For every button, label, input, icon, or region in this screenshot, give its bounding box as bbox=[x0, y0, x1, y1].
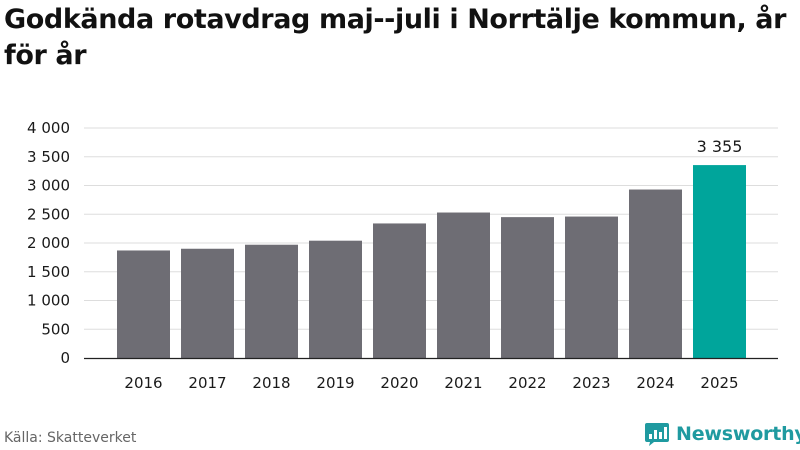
bar-2021 bbox=[437, 212, 490, 358]
bar-2019 bbox=[309, 240, 362, 358]
bar-2020 bbox=[373, 223, 426, 358]
x-tick-label: 2018 bbox=[252, 374, 290, 392]
bar-2017 bbox=[181, 248, 234, 358]
y-tick-label: 2 000 bbox=[27, 234, 70, 252]
bar-2022 bbox=[501, 217, 554, 358]
x-tick-label: 2025 bbox=[700, 374, 738, 392]
y-tick-label: 500 bbox=[41, 320, 70, 338]
y-tick-label: 1 000 bbox=[27, 292, 70, 310]
bar-2023 bbox=[565, 216, 618, 358]
y-tick-label: 3 000 bbox=[27, 177, 70, 195]
brand-name: Newsworthy bbox=[676, 423, 800, 445]
x-tick-label: 2023 bbox=[572, 374, 610, 392]
x-axis-ticks: 2016 2017 2018 2019 2020 2021 2022 2023 2024 2025 bbox=[124, 374, 738, 392]
y-axis-ticks: 0 500 1 000 1 500 2 000 2 500 3 000 3 500 4 000 bbox=[27, 119, 70, 367]
x-tick-label: 2020 bbox=[380, 374, 418, 392]
bar-2025 bbox=[693, 165, 746, 358]
data-labels: 3 355 bbox=[697, 137, 743, 156]
y-tick-label: 2 500 bbox=[27, 205, 70, 223]
bar-2018 bbox=[245, 244, 298, 358]
bars bbox=[117, 165, 746, 358]
bar-2016 bbox=[117, 250, 170, 358]
y-tick-label: 0 bbox=[60, 349, 70, 367]
bar-2024 bbox=[629, 189, 682, 358]
x-tick-label: 2017 bbox=[188, 374, 226, 392]
chart-title: Godkända rotavdrag maj--juli i Norrtälje… bbox=[4, 4, 787, 71]
x-tick-label: 2024 bbox=[636, 374, 674, 392]
x-tick-label: 2022 bbox=[508, 374, 546, 392]
x-tick-label: 2016 bbox=[124, 374, 162, 392]
data-label-2025: 3 355 bbox=[697, 137, 743, 156]
x-tick-label: 2021 bbox=[444, 374, 482, 392]
brand-logo: Newsworthy bbox=[644, 420, 800, 448]
x-tick-label: 2019 bbox=[316, 374, 354, 392]
y-tick-label: 1 500 bbox=[27, 263, 70, 281]
y-tick-label: 3 500 bbox=[27, 148, 70, 166]
source-note: Källa: Skatteverket bbox=[4, 430, 137, 446]
y-tick-label: 4 000 bbox=[27, 119, 70, 137]
newsworthy-logo-icon bbox=[645, 423, 669, 446]
